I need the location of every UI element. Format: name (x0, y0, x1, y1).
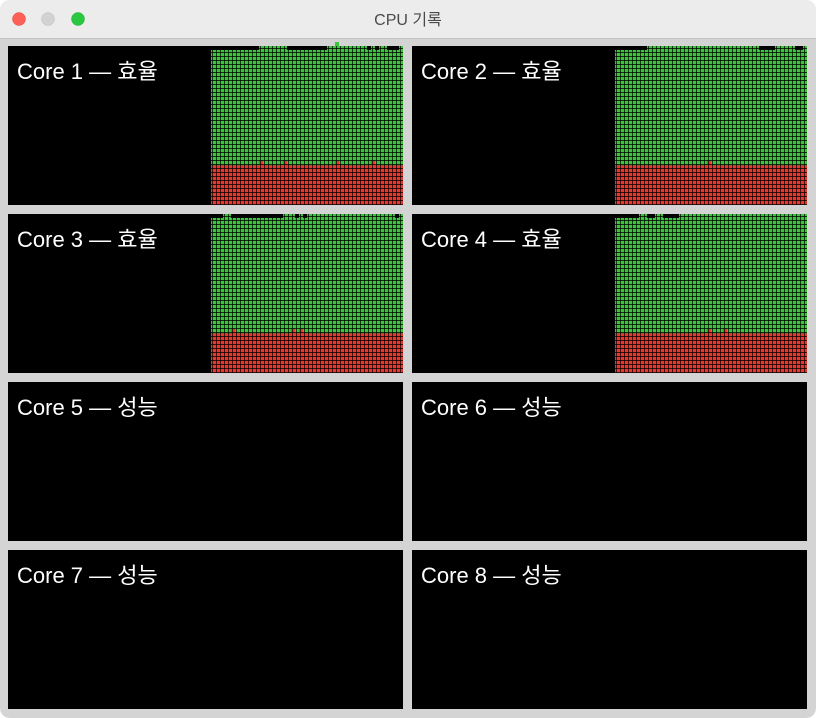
cell-grid (615, 46, 807, 205)
core-label: Core 5 — 성능 (17, 395, 158, 420)
title-bar (0, 0, 816, 38)
cell-grid (211, 46, 403, 205)
core-panel: Core 3 — 효율 (8, 214, 403, 373)
core-label: Core 1 — 효율 (17, 59, 158, 84)
core-panel: Core 6 — 성능 (412, 382, 807, 541)
core-label: Core 4 — 효율 (421, 227, 562, 252)
close-button[interactable] (12, 12, 26, 26)
window-title: CPU 기록 (374, 11, 442, 29)
core-panel: Core 1 — 효율 (8, 42, 403, 205)
core-label: Core 8 — 성능 (421, 563, 562, 588)
panel-background (8, 550, 403, 709)
core-panel: Core 7 — 성능 (8, 550, 403, 709)
zoom-button[interactable] (71, 12, 85, 26)
panel-background (412, 550, 807, 709)
core-label: Core 7 — 성능 (17, 563, 158, 588)
core-panel: Core 4 — 효율 (412, 214, 807, 373)
minimize-button[interactable] (41, 12, 55, 26)
core-grid: Core 1 — 효율 Core 2 — 효율 Core 3 — 효율 Core 4 … (8, 42, 807, 709)
panel-background (8, 382, 403, 541)
cell-grid (211, 214, 403, 373)
core-label: Core 2 — 효율 (421, 59, 562, 84)
core-panel: Core 8 — 성능 (412, 550, 807, 709)
core-label: Core 3 — 효율 (17, 227, 158, 252)
core-panel: Core 5 — 성능 (8, 382, 403, 541)
core-label: Core 6 — 성능 (421, 395, 562, 420)
cell-grid (615, 214, 807, 373)
panel-background (412, 382, 807, 541)
core-panel: Core 2 — 효율 (412, 46, 807, 205)
